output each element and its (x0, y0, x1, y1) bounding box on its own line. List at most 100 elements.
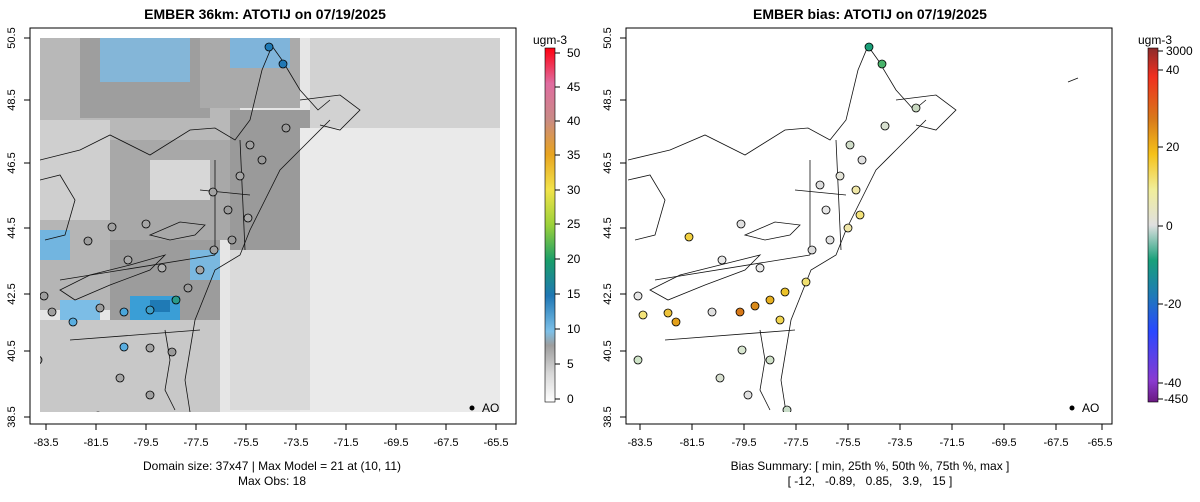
station-marker (183, 283, 193, 293)
x-tick-label: -67.5 (1043, 437, 1068, 449)
station-marker (264, 42, 274, 52)
colorbar-label: 0 (1166, 219, 1173, 233)
y-tick-label: 48.5 (6, 89, 18, 110)
colorbar-label: -450 (1164, 392, 1188, 406)
x-tick-label: -69.5 (991, 437, 1016, 449)
x-tick-label: -73.5 (887, 437, 912, 449)
station-marker (107, 222, 117, 232)
y-tick-label: 42.5 (602, 283, 614, 304)
right-y-axis (620, 37, 626, 418)
lake-erie (649, 254, 762, 301)
lake-ontario (743, 221, 801, 241)
station-marker (68, 317, 78, 327)
station-marker (96, 411, 100, 412)
station-marker (815, 180, 825, 190)
station-marker (851, 185, 861, 195)
lake-huron (40, 174, 76, 241)
station-marker (782, 405, 792, 412)
left-y-tick-labels: 38.5 40.5 42.5 44.5 46.5 48.5 50.5 (6, 27, 18, 427)
aqs-legend-label: AQS (482, 401, 507, 415)
aqs-legend-label: AQS (1082, 401, 1107, 415)
atlantic-coast (780, 119, 927, 412)
nova-scotia (299, 94, 361, 131)
x-tick-label: -65.5 (483, 437, 508, 449)
colorbar-label: -20 (1164, 297, 1182, 311)
y-tick-label: 38.5 (602, 406, 614, 427)
colorbar-label: 40 (1166, 63, 1180, 77)
station-marker (736, 219, 746, 229)
lake-erie (59, 254, 167, 301)
station-marker (243, 213, 253, 223)
model-cell (230, 110, 310, 250)
station-marker (737, 345, 747, 355)
station-marker (95, 303, 105, 313)
station-marker (857, 155, 867, 165)
x-tick-label: -69.5 (383, 437, 408, 449)
y-tick-label: 40.5 (6, 340, 18, 361)
y-tick-label: 50.5 (602, 27, 614, 48)
model-cell (150, 160, 210, 200)
station-marker (880, 121, 890, 131)
left-footer-line1: Domain size: 37x47 | Max Model = 21 at (… (143, 459, 401, 473)
us-canada-border (40, 45, 331, 161)
right-boundaries (628, 45, 1079, 412)
y-tick-label: 50.5 (6, 27, 18, 48)
model-cell (300, 128, 500, 412)
station-marker (633, 291, 643, 301)
right-footer-line2: [ -12, -0.89, 0.85, 3.9, 15 ] (788, 474, 953, 488)
station-marker (115, 373, 125, 383)
y-tick-label: 44.5 (602, 217, 614, 238)
right-colorbar-unit: ugm-3 (1138, 33, 1172, 47)
station-marker (257, 155, 267, 165)
station-marker (715, 373, 725, 383)
x-tick-label: -77.5 (183, 437, 208, 449)
colorbar-label: 3000 (1166, 44, 1193, 58)
station-marker (684, 232, 694, 242)
station-marker (707, 307, 717, 317)
left-x-axis (45, 424, 497, 430)
y-tick-label: 44.5 (6, 217, 18, 238)
station-marker (195, 265, 205, 275)
nyc-pa-border (59, 254, 216, 281)
model-cell (310, 38, 500, 128)
right-legend: AQS (1069, 401, 1107, 415)
y-tick-label: 38.5 (6, 406, 18, 427)
lake-huron (628, 174, 666, 241)
station-marker (911, 103, 921, 113)
station-marker (235, 171, 245, 181)
station-marker (855, 210, 865, 220)
left-footer-line2: Max Obs: 18 (238, 474, 306, 488)
station-marker (40, 356, 43, 364)
station-marker (245, 140, 255, 150)
station-marker (47, 307, 57, 317)
right-x-axis (639, 424, 1103, 430)
station-marker (877, 59, 887, 69)
aqs-legend-marker (1069, 405, 1075, 411)
colorbar-label: 25 (567, 217, 581, 231)
station-marker (209, 245, 219, 255)
station-marker (864, 42, 874, 52)
right-map-background (628, 38, 1100, 412)
x-tick-label: -75.5 (835, 437, 860, 449)
nova-scotia (895, 94, 957, 131)
chesapeake (759, 329, 771, 411)
model-cell (190, 250, 220, 280)
left-y-axis (24, 37, 30, 418)
colorbar-label: 15 (567, 287, 581, 301)
station-marker (717, 255, 727, 265)
newfoundland-tip (1067, 77, 1079, 83)
x-tick-label: -67.5 (433, 437, 458, 449)
colorbar-label: 0 (567, 392, 574, 406)
colorbar-label: 20 (1166, 140, 1180, 154)
aqs-legend-marker (469, 405, 475, 411)
station-marker (227, 235, 237, 245)
model-cell (40, 120, 110, 220)
y-tick-label: 46.5 (602, 152, 614, 173)
model-field-grid (40, 38, 500, 412)
station-marker (119, 342, 129, 352)
station-marker (208, 187, 218, 197)
y-tick-label: 48.5 (602, 89, 614, 110)
x-tick-label: -71.5 (939, 437, 964, 449)
pa-southern-border (69, 329, 201, 341)
left-colorbar-ramp (544, 47, 556, 403)
